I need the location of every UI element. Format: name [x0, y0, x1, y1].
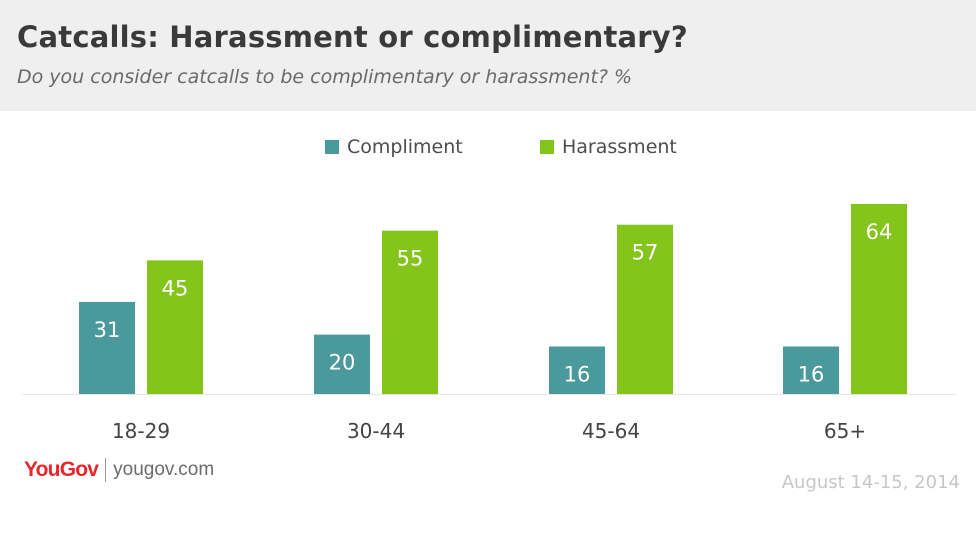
legend-item-harassment: Harassment — [540, 133, 677, 161]
yougov-footer: YouGov yougov.com — [24, 458, 214, 482]
header-band: Catcalls: Harassment or complimentary? D… — [0, 0, 976, 111]
data-label-compliment-65+: 16 — [798, 362, 825, 386]
bar-compliment-45-64 — [549, 346, 605, 394]
site-url: yougov.com — [113, 459, 215, 480]
legend-swatch-compliment — [325, 140, 339, 154]
data-label-harassment-65+: 64 — [866, 220, 893, 244]
survey-date: August 14-15, 2014 — [781, 472, 960, 493]
yougov-logo: YouGov — [24, 458, 99, 481]
legend: Compliment Harassment — [0, 133, 976, 161]
data-label-compliment-45-64: 16 — [564, 362, 591, 386]
footer-divider — [105, 458, 107, 482]
legend-swatch-harassment — [540, 140, 554, 154]
x-tick-label-65+: 65+ — [824, 419, 866, 443]
bar-compliment-65+ — [783, 346, 839, 394]
legend-label-harassment: Harassment — [562, 136, 677, 158]
x-tick-label-45-64: 45-64 — [582, 419, 640, 443]
data-label-harassment-45-64: 57 — [632, 241, 659, 265]
x-tick-label-30-44: 30-44 — [347, 419, 405, 443]
data-label-compliment-18-29: 31 — [94, 318, 121, 342]
bar-harassment-18-29 — [147, 260, 203, 394]
legend-label-compliment: Compliment — [347, 136, 463, 158]
data-label-compliment-30-44: 20 — [329, 351, 356, 375]
x-tick-label-18-29: 18-29 — [112, 419, 170, 443]
bar-harassment-30-44 — [382, 230, 438, 394]
legend-item-compliment: Compliment — [325, 133, 463, 161]
bar-compliment-30-44 — [314, 334, 370, 394]
bar-harassment-65+ — [851, 203, 907, 394]
chart-title: Catcalls: Harassment or complimentary? — [17, 20, 688, 54]
data-label-harassment-30-44: 55 — [397, 247, 424, 271]
bar-harassment-45-64 — [617, 224, 673, 394]
bar-compliment-18-29 — [79, 301, 135, 394]
chart-subtitle: Do you consider catcalls to be complimen… — [17, 66, 633, 88]
data-label-harassment-18-29: 45 — [162, 276, 189, 300]
